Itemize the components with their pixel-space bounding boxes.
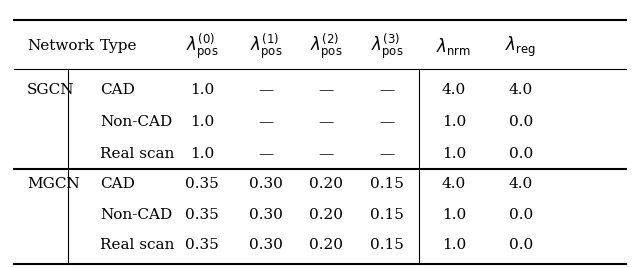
Text: 1.0: 1.0	[190, 83, 214, 97]
Text: Non-CAD: Non-CAD	[100, 115, 172, 129]
Text: Non-CAD: Non-CAD	[100, 208, 172, 222]
Text: $\lambda_{\mathrm{reg}}$: $\lambda_{\mathrm{reg}}$	[506, 34, 536, 59]
Text: 0.30: 0.30	[249, 177, 283, 191]
Text: 0.30: 0.30	[249, 239, 283, 252]
Text: 1.0: 1.0	[442, 115, 466, 129]
Text: 0.35: 0.35	[185, 177, 219, 191]
Text: 0.30: 0.30	[249, 208, 283, 222]
Text: 0.15: 0.15	[370, 177, 404, 191]
Text: 0.20: 0.20	[309, 208, 344, 222]
Text: MGCN: MGCN	[27, 177, 79, 191]
Text: $\lambda_{\mathrm{nrm}}$: $\lambda_{\mathrm{nrm}}$	[436, 36, 472, 57]
Text: 1.0: 1.0	[442, 147, 466, 161]
Text: 0.0: 0.0	[509, 208, 533, 222]
Text: 0.20: 0.20	[309, 239, 344, 252]
Text: 0.20: 0.20	[309, 177, 344, 191]
Text: 0.35: 0.35	[185, 208, 219, 222]
Text: 1.0: 1.0	[190, 147, 214, 161]
Text: —: —	[319, 147, 334, 161]
Text: —: —	[319, 115, 334, 129]
Text: 4.0: 4.0	[509, 83, 533, 97]
Text: 1.0: 1.0	[442, 208, 466, 222]
Text: 1.0: 1.0	[442, 239, 466, 252]
Text: 0.35: 0.35	[185, 239, 219, 252]
Text: CAD: CAD	[100, 83, 135, 97]
Text: —: —	[258, 147, 273, 161]
Text: CAD: CAD	[100, 177, 135, 191]
Text: 4.0: 4.0	[509, 177, 533, 191]
Text: Real scan: Real scan	[100, 147, 175, 161]
Text: Type: Type	[100, 39, 138, 54]
Text: 0.15: 0.15	[370, 208, 404, 222]
Text: 0.0: 0.0	[509, 239, 533, 252]
Text: 0.15: 0.15	[370, 239, 404, 252]
Text: 1.0: 1.0	[190, 115, 214, 129]
Text: —: —	[380, 115, 394, 129]
Text: —: —	[258, 83, 273, 97]
Text: Network: Network	[27, 39, 94, 54]
Text: 4.0: 4.0	[442, 83, 466, 97]
Text: 0.0: 0.0	[509, 147, 533, 161]
Text: 0.0: 0.0	[509, 115, 533, 129]
Text: —: —	[319, 83, 334, 97]
Text: $\lambda_{\mathrm{pos}}^{(2)}$: $\lambda_{\mathrm{pos}}^{(2)}$	[310, 32, 342, 61]
Text: $\lambda_{\mathrm{pos}}^{(1)}$: $\lambda_{\mathrm{pos}}^{(1)}$	[250, 32, 282, 61]
Text: —: —	[380, 147, 394, 161]
Text: SGCN: SGCN	[27, 83, 74, 97]
Text: 4.0: 4.0	[442, 177, 466, 191]
Text: $\lambda_{\mathrm{pos}}^{(0)}$: $\lambda_{\mathrm{pos}}^{(0)}$	[186, 32, 218, 61]
Text: Real scan: Real scan	[100, 239, 175, 252]
Text: —: —	[258, 115, 273, 129]
Text: $\lambda_{\mathrm{pos}}^{(3)}$: $\lambda_{\mathrm{pos}}^{(3)}$	[371, 32, 403, 61]
Text: —: —	[380, 83, 394, 97]
